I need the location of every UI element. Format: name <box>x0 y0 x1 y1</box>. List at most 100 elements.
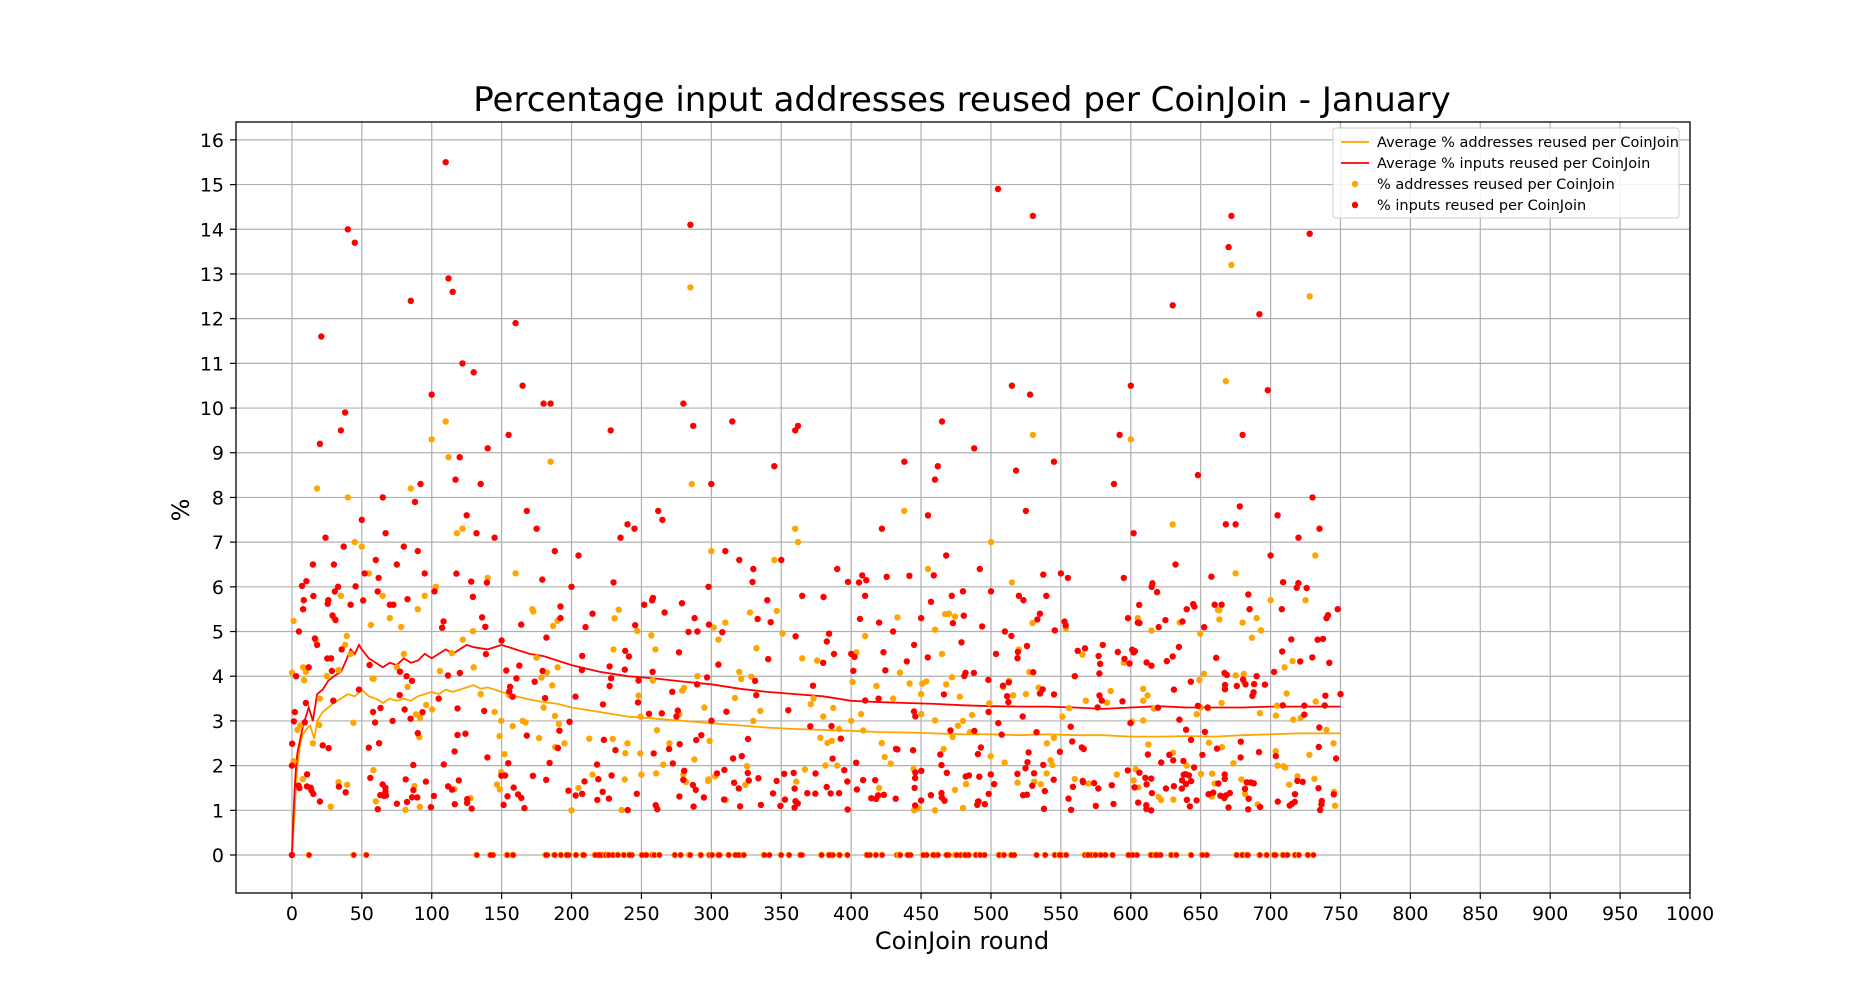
input-reuse-point <box>1172 561 1179 568</box>
input-reuse-point <box>483 579 491 586</box>
input-reuse-point <box>1245 591 1252 598</box>
input-reuse-point <box>382 530 389 537</box>
input-reuse-point <box>459 360 466 367</box>
input-reuse-point <box>1168 852 1174 858</box>
input-reuse-point <box>519 382 526 389</box>
address-reuse-point <box>688 480 695 488</box>
address-reuse-point <box>1103 699 1111 706</box>
input-reuse-point <box>504 852 510 858</box>
input-reuse-point <box>606 852 612 858</box>
input-reuse-point <box>1303 584 1310 592</box>
address-reuse-point <box>881 753 888 761</box>
input-reuse-point <box>448 786 456 793</box>
x-axis-ticks: 0 50 100 150 200 250 300 350 400 450 500 550 600 650 7… <box>286 893 1714 925</box>
input-reuse-point <box>892 795 899 802</box>
input-reuse-point <box>456 669 464 677</box>
input-reuse-point <box>872 795 880 802</box>
input-reuse-point <box>541 694 549 702</box>
address-reuse-point <box>1311 775 1318 782</box>
address-reuse-point <box>813 657 821 664</box>
input-reuse-point <box>351 852 357 858</box>
input-reuse-point <box>698 852 704 858</box>
input-reuse-point <box>1014 770 1021 777</box>
y-tick-label: 13 <box>200 264 224 286</box>
input-reuse-point <box>509 693 516 700</box>
address-reuse-point <box>1253 614 1260 622</box>
input-reuse-point <box>708 717 715 724</box>
address-reuse-point <box>393 664 400 671</box>
input-reuse-point <box>500 801 507 808</box>
input-reuse-point <box>330 561 338 568</box>
input-reuse-point <box>1183 606 1190 613</box>
input-reuse-point <box>1288 636 1295 643</box>
input-reuse-point <box>1228 212 1235 220</box>
input-reuse-point <box>578 666 586 674</box>
address-reuse-point <box>1071 775 1079 783</box>
input-reuse-point <box>757 801 765 809</box>
input-reuse-point <box>719 629 726 636</box>
address-reuse-point <box>1306 293 1313 300</box>
input-reuse-point <box>319 742 326 749</box>
input-reuse-point <box>505 431 512 439</box>
input-reuse-point <box>1187 678 1195 685</box>
input-reuse-point <box>738 752 745 760</box>
input-reuse-point <box>1267 552 1274 559</box>
input-reuse-point <box>400 543 407 550</box>
input-reuse-point <box>1213 745 1221 752</box>
input-reuse-point <box>1191 603 1198 610</box>
input-reuse-point <box>1108 782 1116 789</box>
address-reuse-point <box>1127 436 1135 443</box>
input-reuse-point <box>1057 852 1063 858</box>
address-reuse-point <box>561 740 568 747</box>
address-reuse-point <box>421 592 428 599</box>
input-reuse-point <box>910 708 918 715</box>
input-reuse-point <box>912 713 919 720</box>
input-reuse-point <box>556 727 563 734</box>
address-reuse-point <box>568 807 575 814</box>
input-reuse-point <box>1237 754 1244 761</box>
input-reuse-point <box>855 579 863 586</box>
address-reuse-point <box>501 751 508 758</box>
address-reuse-point <box>327 803 334 810</box>
input-reuse-point <box>1005 698 1012 706</box>
input-reuse-point <box>612 746 619 754</box>
input-reuse-point <box>445 275 452 282</box>
input-reuse-point <box>1201 624 1208 631</box>
input-reuse-point <box>1143 781 1150 788</box>
input-reuse-point <box>1299 778 1306 785</box>
input-reuse-point <box>1124 614 1132 622</box>
input-reuse-point <box>594 796 601 804</box>
input-reuse-point <box>610 579 617 586</box>
input-reuse-point <box>419 709 426 716</box>
input-reuse-point <box>920 852 927 858</box>
address-reuse-point <box>1140 685 1147 692</box>
input-reuse-point <box>1169 302 1176 309</box>
input-reuse-point <box>1098 697 1106 704</box>
input-reuse-point <box>859 572 866 579</box>
input-reuse-point <box>1253 673 1260 680</box>
input-reuse-point <box>393 800 401 807</box>
address-reuse-point <box>691 756 698 763</box>
input-reuse-point <box>1306 230 1313 237</box>
input-reuse-point <box>658 710 665 717</box>
input-reuse-point <box>705 583 712 590</box>
input-reuse-point <box>382 792 390 799</box>
input-reuse-point <box>1030 669 1037 676</box>
input-reuse-point <box>572 792 579 799</box>
address-reuse-point <box>316 695 324 702</box>
input-reuse-point <box>744 769 751 777</box>
address-reuse-point <box>887 760 894 767</box>
address-reuse-point <box>706 737 713 745</box>
input-reuse-point <box>396 691 403 699</box>
address-reuse-point <box>962 780 970 788</box>
input-reuse-point <box>1271 852 1277 858</box>
address-reuse-point <box>400 650 407 658</box>
input-reuse-point <box>360 597 367 604</box>
address-reuse-point <box>875 784 883 792</box>
input-reuse-point <box>592 852 598 858</box>
address-reuse-point <box>1029 619 1036 627</box>
input-reuse-point <box>744 735 752 743</box>
input-reuse-point <box>615 852 621 858</box>
input-reuse-point <box>992 650 1000 658</box>
input-reuse-point <box>1178 785 1186 792</box>
